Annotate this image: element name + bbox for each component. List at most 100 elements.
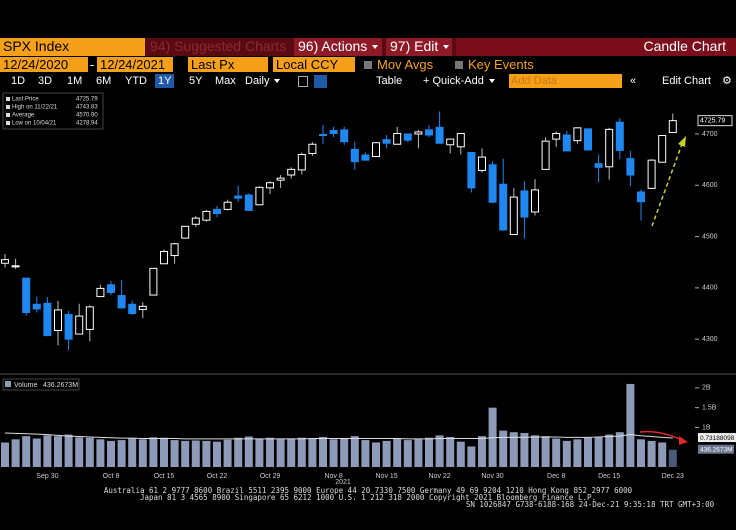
start-date[interactable]: 12/24/2020 <box>0 57 88 72</box>
y-tick-label: 4400 <box>702 285 718 292</box>
candle-body <box>1 259 9 264</box>
candle-body <box>181 225 190 239</box>
checkbox[interactable] <box>364 61 372 69</box>
x-tick-label: Oct 22 <box>207 473 228 480</box>
settings-icon[interactable]: ⚙ <box>722 75 732 87</box>
y-tick-label: 4700 <box>702 131 718 138</box>
period-button[interactable]: 3D <box>38 75 53 87</box>
candle-body <box>403 133 412 141</box>
edit-label: 97) Edit <box>390 38 439 54</box>
trend-arrow <box>651 143 683 227</box>
footer-line: Japan 81 3 4565 8900 Singapore 65 6212 1… <box>140 493 596 502</box>
volume-bar <box>626 383 635 467</box>
volume-bar <box>22 436 31 467</box>
candle-body <box>96 287 105 298</box>
volume-bar <box>170 440 179 467</box>
candle-body <box>160 250 168 265</box>
collapse-icon[interactable]: « <box>630 75 637 87</box>
frequency[interactable]: Daily <box>245 73 281 90</box>
volume-bar <box>32 438 41 467</box>
legend-value: 4278.94 <box>76 121 98 127</box>
candle-body <box>435 126 444 144</box>
period-button[interactable]: 6M <box>96 75 112 87</box>
date-dash: - <box>90 57 95 72</box>
candle-body <box>467 151 476 189</box>
candle-body <box>11 265 20 268</box>
period-button[interactable]: 5Y <box>189 75 203 87</box>
y-tick-label: 1B <box>702 424 711 431</box>
volume-legend-value: 436.2673M <box>43 382 78 389</box>
legend-value: 4725.79 <box>76 97 98 103</box>
candle-body <box>213 208 221 214</box>
x-tick-label: Dec 15 <box>598 473 620 480</box>
period-button[interactable]: 1M <box>67 75 83 87</box>
volume-bar <box>138 439 147 467</box>
volume-bar <box>11 439 20 467</box>
edit-menu[interactable]: 97) Edit <box>386 38 452 56</box>
x-tick-label: Nov 22 <box>429 473 451 480</box>
volume-bar <box>266 437 274 467</box>
candle-body <box>573 127 582 142</box>
table-button[interactable]: Table <box>376 75 403 87</box>
line-icon[interactable] <box>298 76 308 87</box>
volume-bar <box>658 442 667 467</box>
candle-body <box>43 302 52 337</box>
quick-add-label: + Quick-Add <box>423 75 484 87</box>
volume-bar <box>520 432 529 467</box>
y-tick-label: 4500 <box>702 233 718 240</box>
volume-arrow <box>639 430 683 441</box>
x-tick-label: Sep 30 <box>36 473 58 480</box>
volume-bar <box>43 435 52 467</box>
x-tick-label: Dec 8 <box>547 473 565 480</box>
edit-chart[interactable]: Edit Chart <box>662 75 711 87</box>
volume-bar <box>117 440 126 467</box>
volume-bar <box>382 440 391 467</box>
candle-body <box>244 194 253 211</box>
candle-body <box>170 243 179 257</box>
x-tick-label: Dec 23 <box>662 473 684 480</box>
x-tick-label: Oct 29 <box>260 473 281 480</box>
mov-avgs[interactable]: Mov Avgs <box>377 57 434 72</box>
volume-bar <box>181 440 190 467</box>
ticker[interactable]: SPX Index <box>0 38 145 56</box>
volume-bar <box>372 442 380 467</box>
candle-body <box>668 120 677 133</box>
volume-bar <box>467 446 476 467</box>
candle-body <box>425 129 433 136</box>
candle-body <box>499 183 508 231</box>
period-button[interactable]: YTD <box>125 75 147 87</box>
quick-add[interactable]: + Quick-Add <box>423 73 495 90</box>
dropdown-icon <box>488 79 495 84</box>
period-button[interactable]: 1Y <box>155 74 175 88</box>
candle-body <box>340 129 349 143</box>
candle-body <box>75 315 84 335</box>
candle-body <box>287 168 296 176</box>
actions-label: 96) Actions <box>298 38 368 54</box>
period-button[interactable]: 1D <box>11 75 26 87</box>
add-data[interactable]: Add Data <box>509 74 622 88</box>
volume-last-label: 436.2673M <box>700 446 733 453</box>
key-events[interactable]: Key Events <box>468 57 534 72</box>
period-button[interactable]: Max <box>215 75 236 87</box>
volume-bar <box>541 436 550 467</box>
volume-bar <box>403 440 412 467</box>
candle-body <box>584 128 592 151</box>
volume-bar <box>276 439 285 467</box>
ma-box <box>698 433 736 443</box>
candle-icon[interactable] <box>314 75 327 88</box>
field[interactable]: Last Px <box>188 57 268 72</box>
candle-body <box>456 132 465 148</box>
checkbox[interactable] <box>455 61 463 69</box>
year-label: 2021 <box>335 479 351 486</box>
actions-menu[interactable]: 96) Actions <box>294 38 382 56</box>
x-tick-label: Nov 8 <box>324 473 342 480</box>
volume-bar <box>435 435 444 467</box>
suggested-charts[interactable]: 94) Suggested Charts <box>150 38 287 54</box>
candle-body <box>255 186 264 206</box>
candle-body <box>54 309 62 331</box>
volume-bar <box>425 437 433 467</box>
candle-body <box>297 154 306 171</box>
end-date[interactable]: 12/24/2021 <box>97 57 173 72</box>
currency[interactable]: Local CCY <box>273 57 355 72</box>
